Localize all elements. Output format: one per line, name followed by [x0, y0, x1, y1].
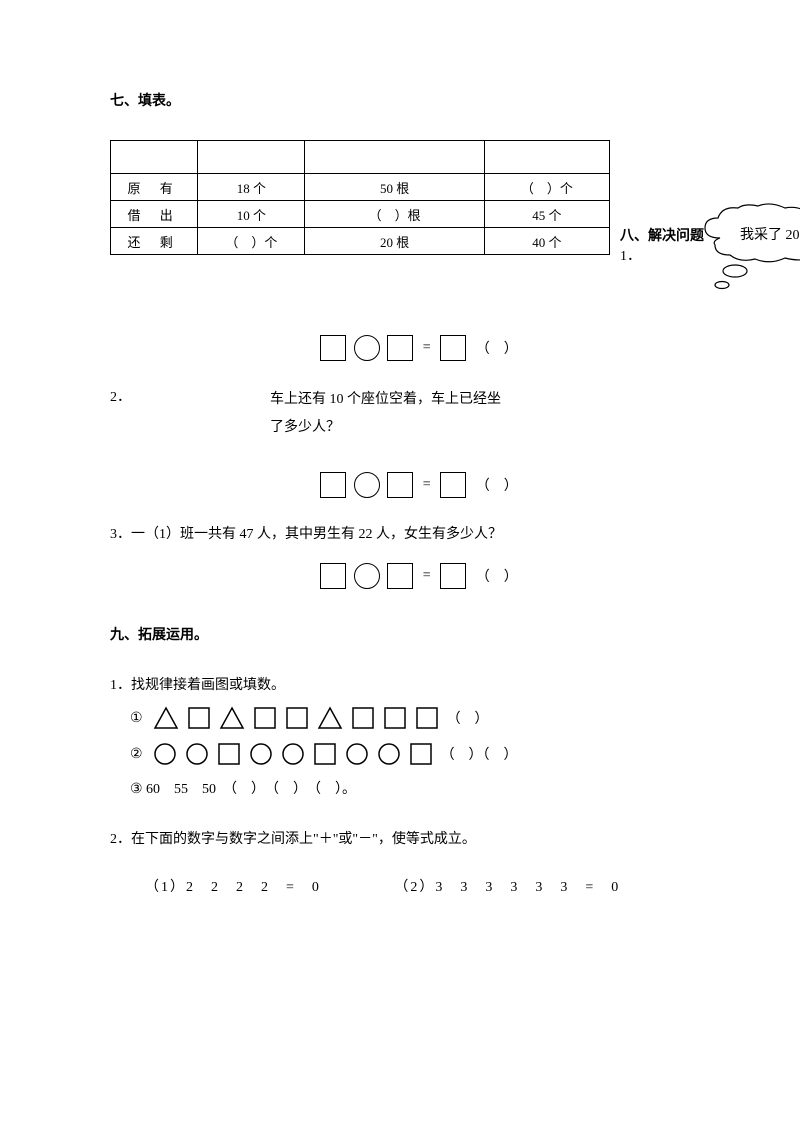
r3-c1: （ ）个	[198, 228, 305, 255]
th-1	[198, 141, 305, 174]
pattern-1: ① （ ）	[130, 706, 730, 730]
q3-text: 3．一（1）班一共有 47 人，其中男生有 22 人，女生有多少人？	[110, 523, 730, 543]
th-0	[111, 141, 198, 174]
cloud-text: 我采了 20 个，	[740, 224, 800, 244]
th-3	[484, 141, 609, 174]
r3-c3: 40 个	[484, 228, 609, 255]
q2-line1: 车上还有 10 个座位空着，车上已经坐	[270, 386, 501, 414]
r3-label: 还 剩	[111, 228, 198, 255]
equation-3: = （ ）	[110, 563, 730, 589]
eq-problem-1: （1）2 2 2 2 = 0	[145, 876, 321, 896]
section9-title: 九、拓展运用。	[110, 624, 730, 644]
q2-number: 2．	[110, 386, 270, 442]
q9-1-text: 1．找规律接着画图或填数。	[110, 674, 730, 694]
q2-line2: 了多少人？	[270, 414, 501, 442]
section8-title: 八、解决问题	[620, 225, 704, 245]
r2-c1: 10 个	[198, 201, 305, 228]
r3-c2: 20 根	[305, 228, 484, 255]
pattern-3: ③ 60 55 50 （ ） （ ） （ ）。	[130, 778, 730, 798]
r1-c2: 50 根	[305, 174, 484, 201]
r2-label: 借 出	[111, 201, 198, 228]
q1-number: 1．	[620, 245, 704, 265]
r2-c2: （ ）根	[305, 201, 484, 228]
equation-2: = （ ）	[110, 472, 730, 498]
cloud-icon	[700, 203, 800, 303]
r1-c3: （ ）个	[484, 174, 609, 201]
r1-label: 原 有	[111, 174, 198, 201]
r2-c3: 45 个	[484, 201, 609, 228]
section7-title: 七、填表。	[110, 90, 730, 110]
equation-1: = （ ）	[110, 335, 730, 361]
th-2	[305, 141, 484, 174]
fill-table: 原 有 18 个 50 根 （ ）个 借 出 10 个 （ ）根 45 个 还 …	[110, 140, 610, 255]
q9-2-text: 2．在下面的数字与数字之间添上"＋"或"－"，使等式成立。	[110, 828, 730, 848]
r1-c1: 18 个	[198, 174, 305, 201]
eq-problem-2: （2）3 3 3 3 3 3 = 0	[394, 876, 620, 896]
pattern-2: ② （ ）（ ）	[130, 742, 730, 766]
